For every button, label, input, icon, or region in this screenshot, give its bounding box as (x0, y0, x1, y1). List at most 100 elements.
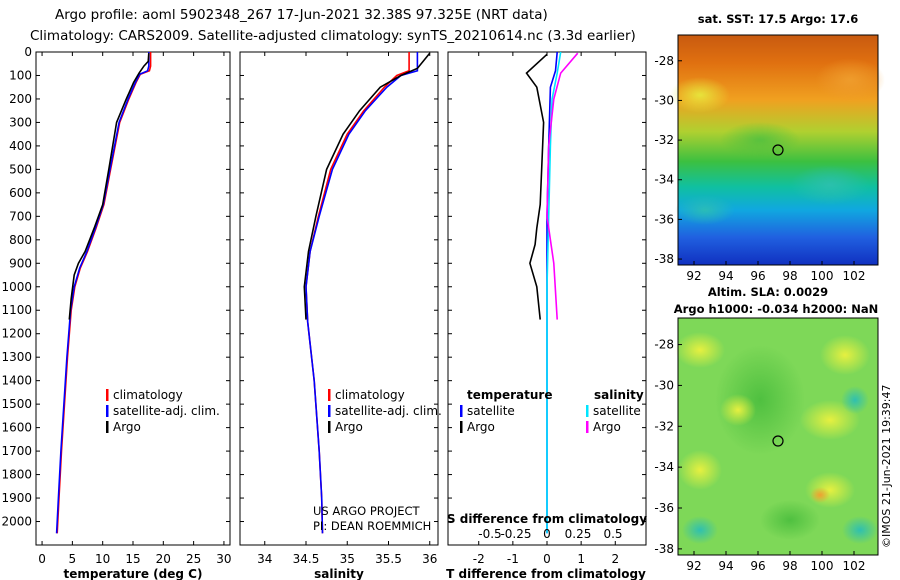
map-y-tick-label: -34 (654, 173, 674, 187)
credit-project: US ARGO PROJECT (313, 504, 421, 518)
salinity-axes-box (239, 51, 439, 546)
depth-tick-label: 500 (9, 162, 32, 176)
temperature-x-ticks: 0 5 10 15 20 25 30 (36, 51, 232, 566)
series-argo (303, 52, 431, 320)
legend-label-climatology: climatology (335, 388, 405, 402)
map-x-tick-label: 100 (811, 269, 834, 283)
legend-swatch-t-argo (460, 421, 463, 433)
map-x-tick-label: 94 (718, 269, 733, 283)
sla-map-title: Altim. SLA: 0.0029 (708, 285, 828, 299)
depth-tick-label: 600 (9, 186, 32, 200)
series-argo-s (546, 52, 579, 320)
salinity-legend: climatology satellite-adj. clim. Argo (328, 388, 442, 434)
s-diff-tick-label: -0.5 (478, 527, 501, 541)
s-diff-tick-label: 0 (543, 527, 551, 541)
sla-map-frame (677, 317, 879, 556)
s-difference-ticks: -0.5-0.25 0 0.25 0.5 (478, 527, 622, 541)
series-satellite-adj-clim- (55, 52, 150, 534)
legend-swatch-climatology (328, 389, 331, 401)
depth-tick-label: 2000 (1, 515, 32, 529)
map-y-tick-label: -36 (654, 501, 674, 515)
depth-tick-label: 1500 (1, 397, 32, 411)
map-x-tick-label: 98 (782, 559, 797, 573)
depth-tick-label: 1000 (1, 280, 32, 294)
map-y-tick-label: -28 (654, 338, 674, 352)
depth-tick-label: 1700 (1, 444, 32, 458)
legend-label-argo: Argo (113, 420, 141, 434)
sst-map-axes: 92 94 96 98 100 102 -28 -30 -32 -34 -36 -38 (654, 54, 865, 283)
legend-label-t-argo: Argo (467, 420, 495, 434)
legend-label-s-satellite: satellite (593, 404, 641, 418)
depth-tick-label: 1800 (1, 468, 32, 482)
map-y-tick-label: -32 (654, 419, 674, 433)
depth-tick-label: 200 (9, 92, 32, 106)
depth-tick-label: 800 (9, 233, 32, 247)
x-tick-label: 25 (186, 552, 201, 566)
depth-tick-label: 100 (9, 68, 32, 82)
legend-swatch-satellite (328, 405, 331, 417)
s-diff-tick-label: -0.25 (500, 527, 531, 541)
sst-map: sat. SST: 17.5 Argo: 17.6 92 94 96 98 100 102… (654, 12, 885, 283)
x-tick-label: 20 (156, 552, 171, 566)
s-difference-label: S difference from climatology (447, 512, 647, 526)
series-satellite-adj-clim- (305, 52, 419, 534)
salinity-x-label: salinity (314, 567, 364, 580)
depth-axis-ticks: 0 100 200 300 400 500 600 700 800 900 1000 1100 1200… (1, 45, 32, 529)
sst-argo-location-marker (772, 144, 784, 156)
legend-swatch-s-argo (586, 421, 589, 433)
legend-swatch-argo (106, 421, 109, 433)
difference-legend: temperature salinity satellite Argo sate… (460, 388, 644, 434)
temperature-panel: 0100200300400500600700800900100011001200… (1, 45, 231, 580)
temperature-legend: climatology satellite-adj. clim. Argo (106, 388, 220, 434)
legend-swatch-satellite (106, 405, 109, 417)
map-y-tick-label: -36 (654, 212, 674, 226)
temperature-axes-box (35, 51, 231, 546)
legend-title-temperature: temperature (467, 388, 552, 402)
x-tick-label: 0 (543, 552, 551, 566)
legend-swatch-argo (328, 421, 331, 433)
map-y-tick-label: -30 (654, 378, 674, 392)
map-x-tick-label: 92 (686, 269, 701, 283)
legend-label-satellite: satellite-adj. clim. (335, 404, 442, 418)
map-y-tick-label: -30 (654, 93, 674, 107)
map-y-tick-label: -34 (654, 460, 674, 474)
depth-tick-label: 300 (9, 115, 32, 129)
x-tick-label: 10 (95, 552, 110, 566)
temperature-x-label: temperature (deg C) (64, 567, 203, 580)
series-satellite-s (546, 51, 562, 534)
x-tick-label: 15 (125, 552, 140, 566)
header-line-2: Climatology: CARS2009. Satellite-adjuste… (30, 28, 636, 44)
salinity-profile-lines (303, 52, 431, 534)
s-diff-tick-label: 0.25 (565, 527, 592, 541)
sla-map-subtitle: Argo h1000: -0.034 h2000: NaN (674, 302, 878, 316)
sst-map-frame (677, 34, 879, 266)
x-tick-label: 1 (577, 552, 585, 566)
depth-tick-label: 1200 (1, 327, 32, 341)
credit-pi: PI: DEAN ROEMMICH (313, 519, 431, 533)
x-tick-label: 35 (340, 552, 355, 566)
map-x-tick-label: 100 (811, 559, 834, 573)
temperature-profile-lines (55, 52, 152, 534)
sla-map-axes: 92 94 96 98 100 102 -28 -30 -32 -34 -36 -38 (654, 338, 865, 573)
legend-swatch-s-satellite (586, 405, 589, 417)
series-argo-t (525, 53, 548, 320)
map-x-tick-label: 94 (718, 559, 733, 573)
map-x-tick-label: 92 (686, 559, 701, 573)
t-difference-x-label: T difference from climatology (446, 567, 646, 580)
map-y-tick-label: -28 (654, 54, 674, 68)
sla-texture (675, 332, 878, 544)
depth-tick-label: 1100 (1, 303, 32, 317)
sla-argo-location-marker (772, 435, 784, 447)
legend-swatch-climatology (106, 389, 109, 401)
x-tick-label: -2 (473, 552, 485, 566)
map-y-tick-label: -38 (654, 542, 674, 556)
map-x-tick-label: 96 (750, 559, 765, 573)
legend-swatch-t-satellite (460, 405, 463, 417)
imos-timestamp: ©IMOS 21-Jun-2021 19:39:47 (880, 384, 893, 548)
legend-label-argo: Argo (335, 420, 363, 434)
legend-label-satellite: satellite-adj. clim. (113, 404, 220, 418)
x-tick-label: 36 (422, 552, 437, 566)
x-tick-label: 30 (216, 552, 231, 566)
legend-title-salinity: salinity (594, 388, 644, 402)
